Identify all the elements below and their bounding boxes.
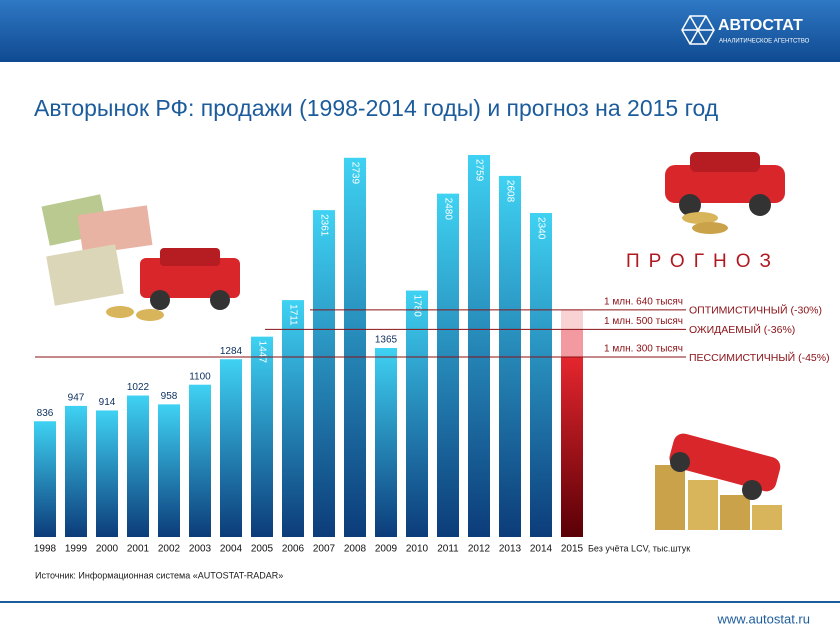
forecast-value-label: 1 млн. 500 тысяч (604, 316, 683, 327)
bar (189, 384, 211, 537)
scenario-name: ОПТИМИСТИЧНЫЙ (-30%) (689, 304, 822, 317)
value-label: 1284 (220, 346, 243, 357)
x-tick-label: 2005 (251, 544, 274, 555)
x-tick-label: 2012 (468, 544, 491, 555)
bar (96, 410, 118, 537)
bar (127, 395, 149, 537)
value-label: 2361 (318, 214, 329, 237)
forecast-value-label: 1 млн. 640 тысяч (604, 297, 683, 308)
x-tick-label: 2006 (282, 544, 305, 555)
value-label: 1447 (256, 341, 267, 364)
header-bar (0, 0, 840, 62)
bar (530, 213, 552, 537)
bar (499, 175, 521, 537)
x-tick-label: 2015 (561, 544, 584, 555)
value-label: 1100 (189, 371, 211, 382)
value-label: 958 (161, 391, 178, 402)
forecast-label: ПРОГНОЗ (626, 251, 780, 272)
x-tick-label: 2009 (375, 544, 398, 555)
x-tick-label: 2010 (406, 544, 429, 555)
bar (468, 155, 490, 537)
footer-url[interactable]: www.autostat.ru (717, 611, 811, 626)
x-tick-label: 2008 (344, 544, 367, 555)
x-tick-label: 1999 (65, 544, 88, 555)
value-label: 2608 (504, 180, 515, 203)
scenario-name: ОЖИДАЕМЫЙ (-36%) (689, 323, 795, 336)
logo-icon (681, 15, 715, 45)
bar (251, 336, 273, 537)
bar (437, 193, 459, 537)
x-tick-label: 2000 (96, 544, 119, 555)
bar (313, 210, 335, 537)
coins-car-illustration (655, 433, 782, 530)
x-tick-label: 2014 (530, 544, 553, 555)
chart-title: Авторынок РФ: продажи (1998-2014 годы) и… (34, 95, 719, 121)
value-label: 836 (37, 408, 54, 419)
value-label: 914 (99, 397, 116, 408)
bar (282, 300, 304, 537)
value-label: 2759 (473, 159, 484, 182)
x-tick-label: 2001 (127, 544, 150, 555)
logo-subtitle: АНАЛИТИЧЕСКОЕ АГЕНТСТВО (719, 39, 810, 45)
bar (65, 405, 87, 537)
value-label: 2340 (535, 217, 546, 240)
x-tick-label: 2003 (189, 544, 212, 555)
x-tick-label: 2007 (313, 544, 336, 555)
x-tick-label: 1998 (34, 544, 57, 555)
car-coins-illustration (665, 152, 785, 234)
bar (34, 421, 56, 537)
x-tick-label: 2004 (220, 544, 243, 555)
value-label: 1022 (127, 382, 150, 393)
bar (158, 404, 180, 537)
x-tick-label: 2002 (158, 544, 181, 555)
scenario-name: ПЕССИМИСТИЧНЫЙ (-45%) (689, 351, 830, 364)
logo: АВТОСТАТ (718, 17, 803, 34)
bar (344, 157, 366, 538)
forecast-bar (561, 357, 583, 537)
forecast-value-label: 1 млн. 300 тысяч (604, 344, 683, 355)
source: Источник: Информационная система «AUTOST… (35, 570, 283, 580)
units-note: Без учёта LCV, тыс.штук (588, 543, 690, 553)
value-label: 2480 (442, 198, 453, 221)
bar (220, 359, 242, 537)
bar (375, 348, 397, 537)
value-label: 2739 (349, 162, 360, 185)
value-label: 1365 (375, 335, 398, 346)
x-tick-label: 2011 (437, 544, 459, 555)
bar (406, 290, 428, 537)
value-label: 1780 (411, 295, 422, 318)
money-car-illustration (41, 194, 240, 321)
value-label: 947 (68, 393, 85, 404)
value-label: 1711 (287, 304, 298, 326)
x-tick-label: 2013 (499, 544, 522, 555)
